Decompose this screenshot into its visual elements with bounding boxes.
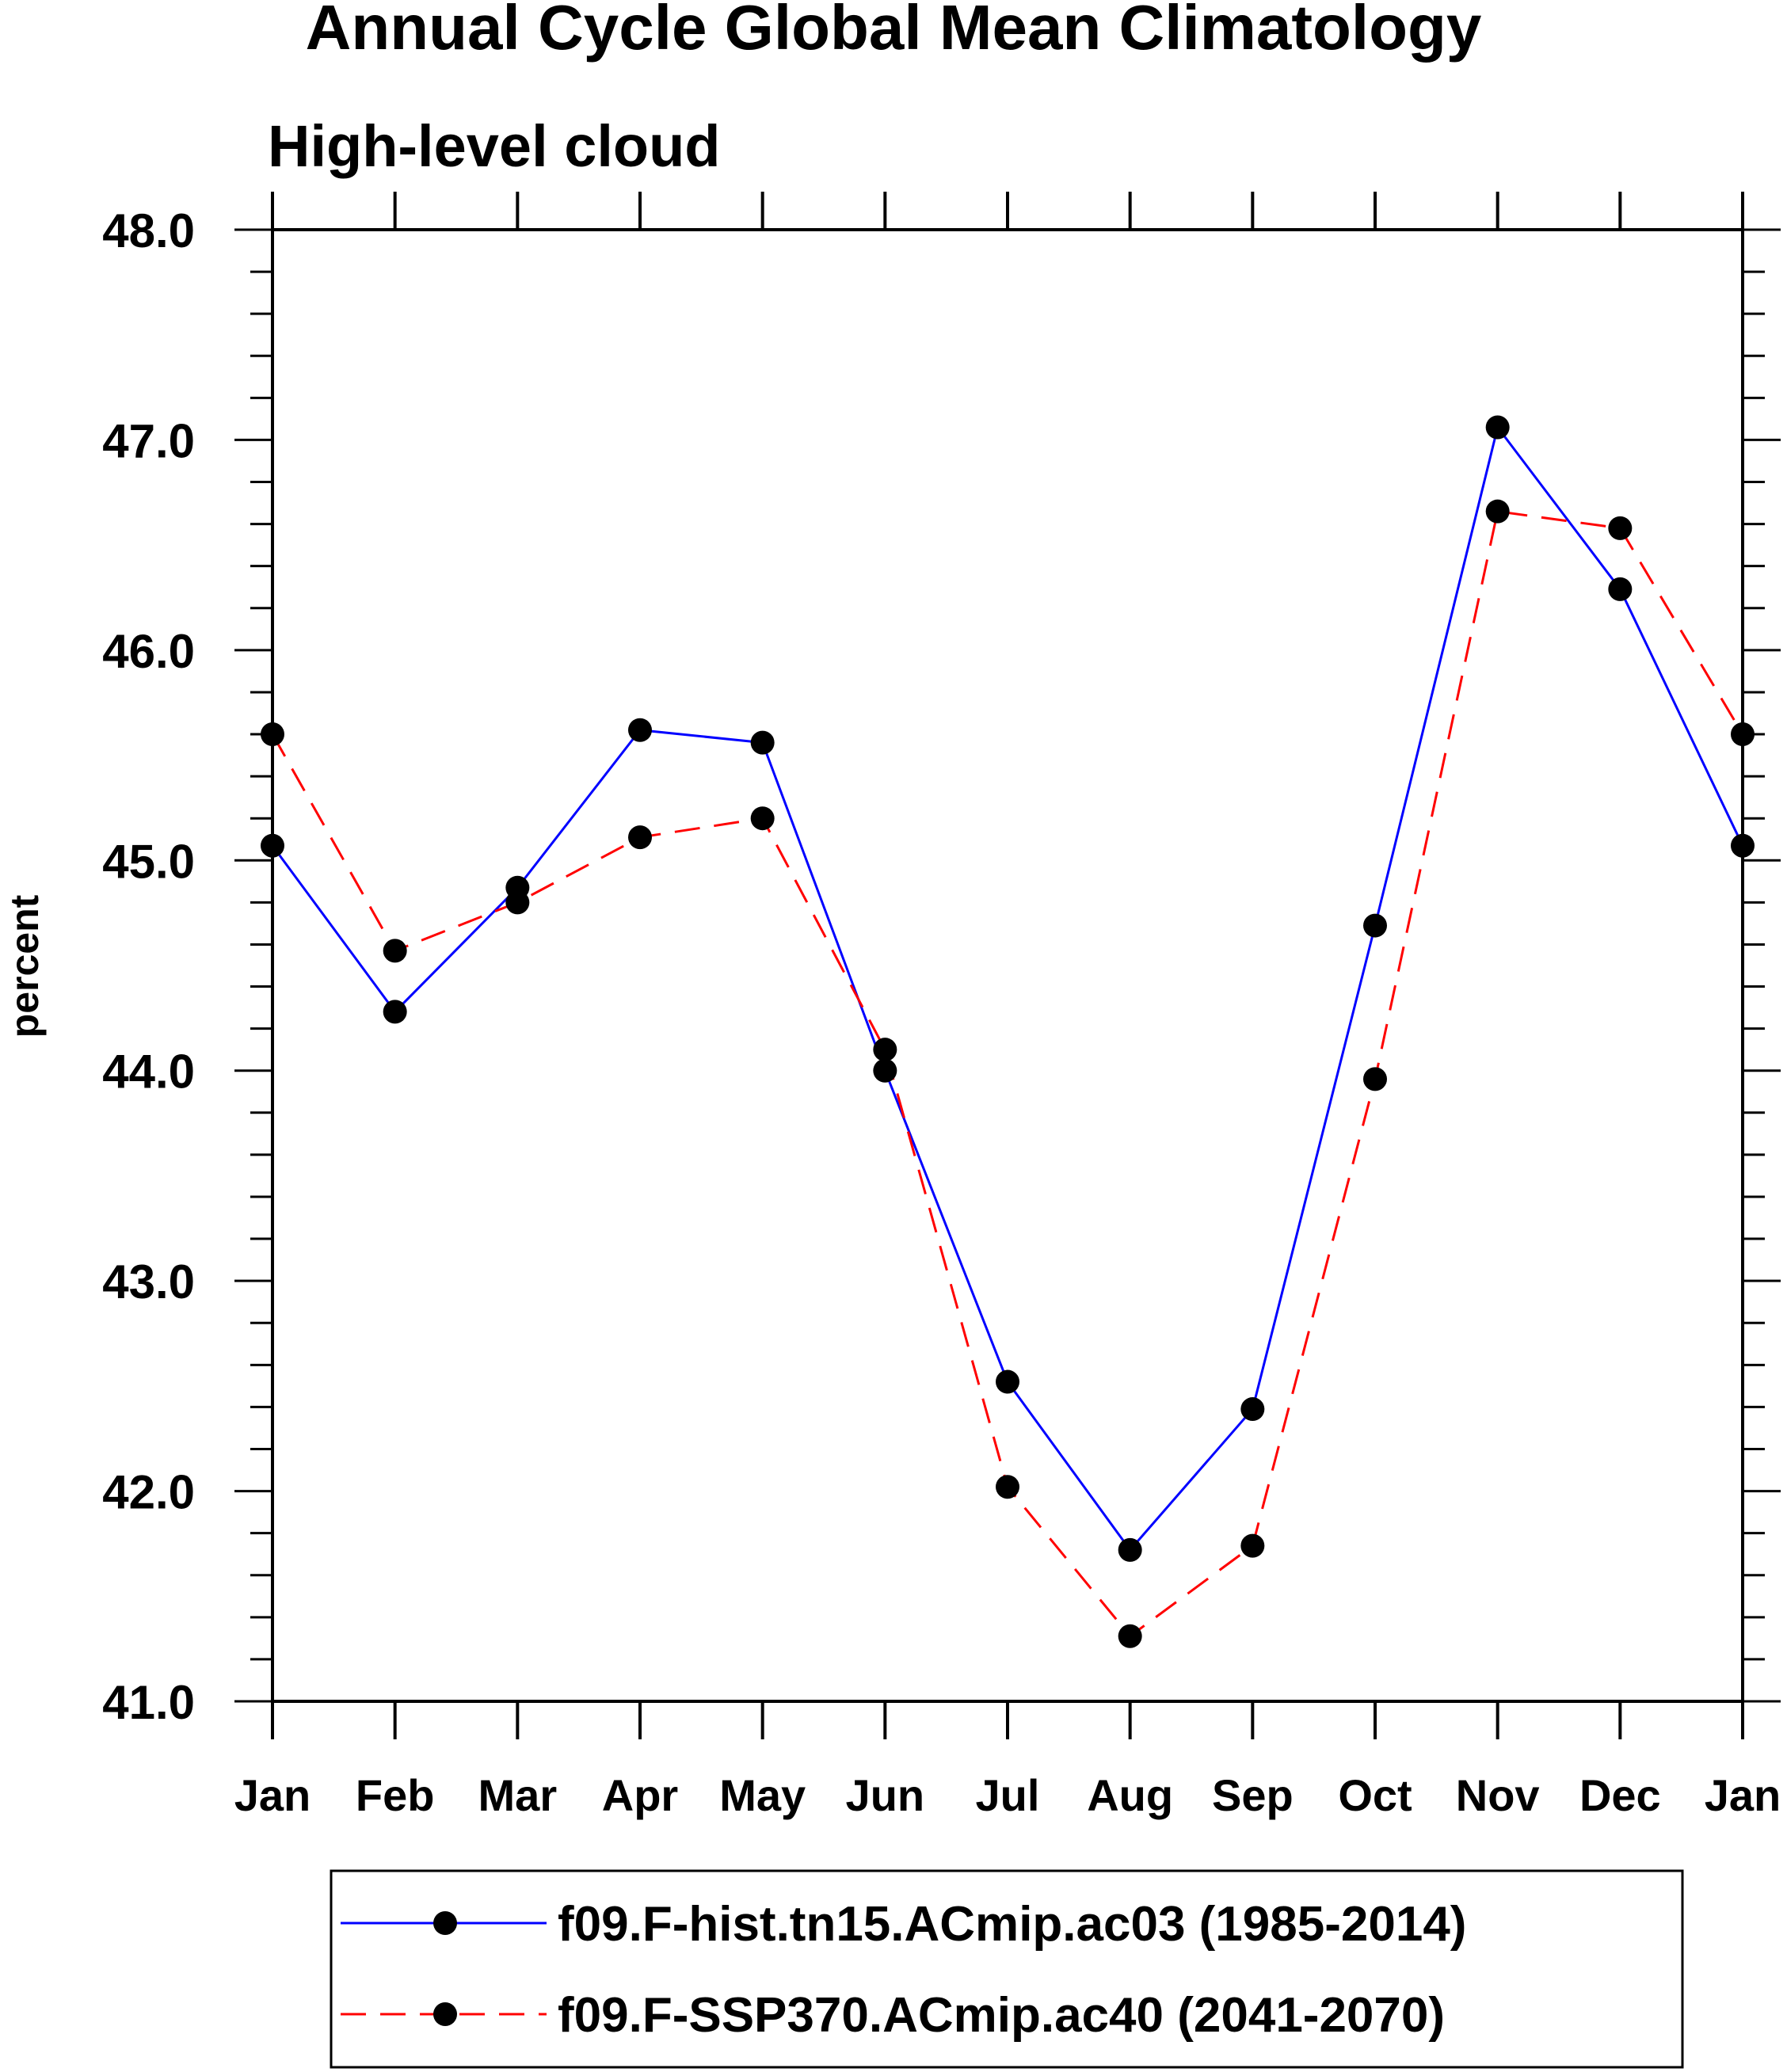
x-tick-label: Jun: [846, 1770, 925, 1820]
series-1-point: [1240, 1397, 1265, 1422]
series-layer: [261, 415, 1755, 1648]
series-2-point: [750, 806, 775, 831]
x-tick-label: May: [719, 1770, 806, 1820]
x-tick-label: Oct: [1338, 1770, 1412, 1820]
y-tick-label: 46.0: [102, 625, 195, 678]
series-2-point: [996, 1475, 1019, 1499]
legend-marker-2: [433, 2002, 457, 2026]
x-tick-label: Mar: [478, 1770, 558, 1820]
y-tick-labels: 41.0 42.0 43.0 44.0 45.0 46.0 47.0 48.0: [102, 204, 195, 1729]
series-2-point: [505, 890, 530, 915]
y-tick-label: 47.0: [102, 414, 195, 467]
series-2-point: [1240, 1533, 1265, 1558]
series-1-point: [873, 1058, 897, 1083]
series-2-point: [261, 722, 284, 747]
series-1-point: [996, 1369, 1019, 1394]
legend-marker-1: [433, 1911, 457, 1935]
y-tick-label: 41.0: [102, 1676, 195, 1729]
series-2-point: [628, 825, 652, 850]
series-2-point: [1608, 516, 1633, 540]
x-tick-label: Jan: [1705, 1770, 1781, 1820]
series-1-point: [1363, 913, 1387, 938]
y-tick-label: 42.0: [102, 1466, 195, 1519]
chart-title: Annual Cycle Global Mean Climatology: [306, 0, 1482, 63]
series-1-point: [1118, 1537, 1142, 1562]
y-tick-label: 44.0: [102, 1046, 195, 1099]
y-tick-label: 43.0: [102, 1255, 195, 1308]
series-2-point: [1731, 722, 1755, 747]
series-1-point: [1608, 577, 1633, 601]
series-1-point: [383, 1000, 407, 1024]
series-1-point: [750, 730, 775, 755]
series-1-point: [1485, 415, 1510, 440]
series-2-point: [383, 939, 407, 963]
series-line-2: [271, 509, 1744, 1638]
legend-label-2: f09.F-SSP370.ACmip.ac40 (2041-2070): [558, 1988, 1445, 2043]
x-tick-label: Nov: [1456, 1770, 1540, 1820]
x-tick-label: Jan: [234, 1770, 311, 1820]
legend-box: [330, 1869, 1684, 2069]
series-1-point: [1731, 833, 1755, 858]
x-tick-label: Jul: [976, 1770, 1040, 1820]
y-tick-label: 45.0: [102, 835, 195, 888]
series-1-point: [628, 718, 652, 742]
x-tick-labels: Jan Feb Mar Apr May Jun Jul Aug Sep Oct Nov Dec Jan: [234, 1770, 1781, 1820]
y-axis-label: percent: [2, 894, 47, 1038]
axis-ticks: [234, 192, 1781, 1739]
chart-subtitle: High-level cloud: [268, 113, 721, 179]
series-1-point: [261, 833, 284, 858]
x-tick-label: Apr: [602, 1770, 678, 1820]
series-2-point: [1118, 1624, 1142, 1648]
x-tick-label: Dec: [1579, 1770, 1661, 1820]
y-tick-label: 48.0: [102, 204, 195, 257]
x-tick-label: Sep: [1212, 1770, 1294, 1820]
series-2-point: [873, 1038, 897, 1062]
legend: f09.F-hist.tn15.ACmip.ac03 (1985-2014) f0…: [330, 1869, 1684, 2069]
x-tick-label: Feb: [356, 1770, 435, 1820]
x-tick-label: Aug: [1087, 1770, 1173, 1820]
legend-label-1: f09.F-hist.tn15.ACmip.ac03 (1985-2014): [558, 1897, 1466, 1952]
series-2-point: [1485, 499, 1510, 524]
series-2-point: [1363, 1067, 1387, 1091]
